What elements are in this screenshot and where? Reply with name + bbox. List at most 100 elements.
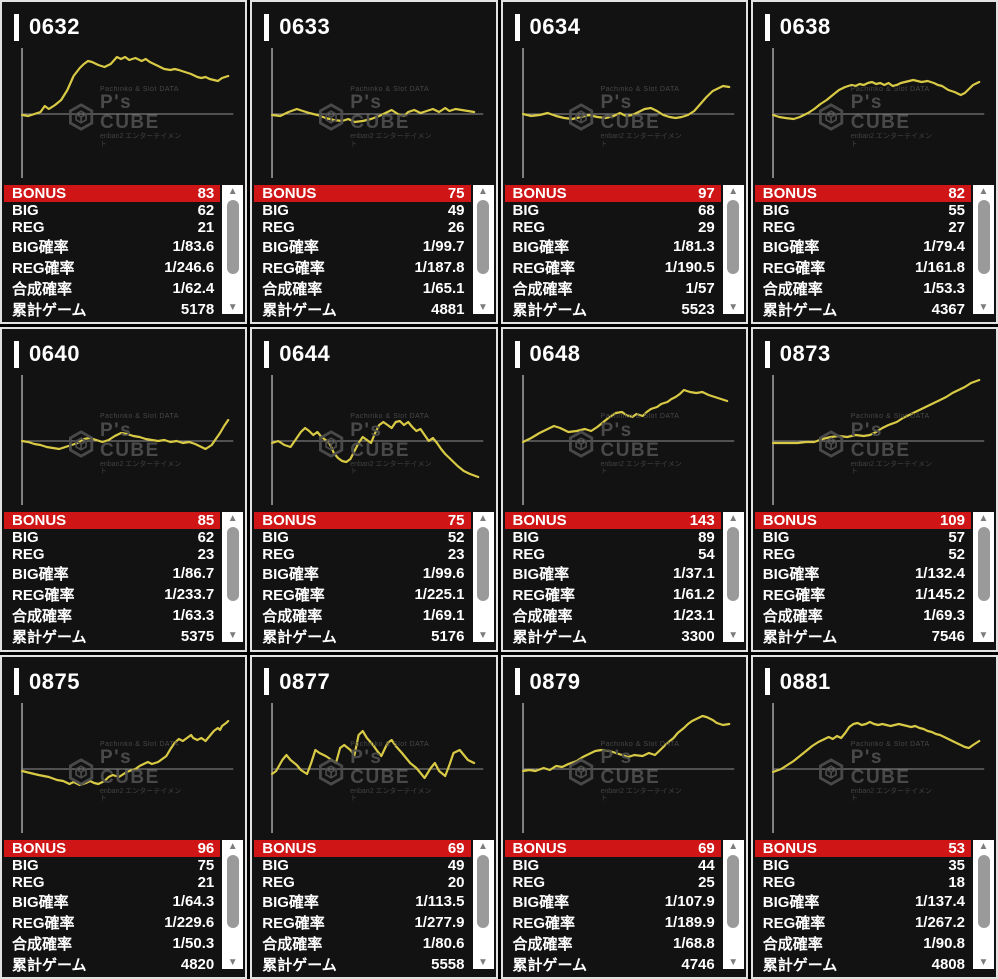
- scroll-track[interactable]: [473, 524, 494, 629]
- stat-row: BIG 68: [505, 202, 721, 219]
- stat-label: BONUS: [262, 512, 317, 530]
- stat-label: 合成確率: [12, 608, 73, 626]
- scroll-up-icon[interactable]: ▲: [978, 186, 989, 197]
- scroll-up-icon[interactable]: ▲: [728, 840, 739, 852]
- stat-label: BIG確率: [262, 566, 319, 584]
- stat-row: 合成確率 1/90.8: [755, 933, 971, 954]
- stat-value: 21: [197, 873, 215, 891]
- scroll-thumb[interactable]: [477, 527, 489, 602]
- scroll-down-icon[interactable]: ▼: [728, 302, 739, 314]
- scroll-down-icon[interactable]: ▼: [227, 957, 238, 968]
- bonus-row: BONUS 75: [254, 185, 471, 202]
- scroll-down-icon[interactable]: ▼: [978, 957, 989, 968]
- scroll-down-icon[interactable]: ▼: [227, 629, 238, 641]
- stat-row: REG 26: [254, 219, 470, 236]
- scrollbar[interactable]: ▲ ▼: [472, 839, 494, 969]
- bonus-row: BONUS 97: [504, 185, 721, 202]
- stat-value: 143: [689, 512, 715, 530]
- scroll-down-icon[interactable]: ▼: [227, 302, 238, 314]
- stat-label: BIG: [12, 856, 39, 874]
- scrollbar[interactable]: ▲ ▼: [722, 839, 744, 969]
- scroll-thumb[interactable]: [727, 527, 740, 602]
- scroll-down-icon[interactable]: ▼: [478, 629, 488, 641]
- slump-line: [271, 106, 476, 124]
- stat-row: REG確率 1/229.6: [4, 912, 220, 933]
- stat-label: BIG: [262, 529, 289, 547]
- scroll-up-icon[interactable]: ▲: [728, 186, 739, 197]
- title-accent-bar: [14, 13, 19, 41]
- scroll-up-icon[interactable]: ▲: [227, 513, 238, 525]
- scroll-down-icon[interactable]: ▼: [478, 957, 488, 968]
- scroll-up-icon[interactable]: ▲: [478, 840, 488, 852]
- scroll-down-icon[interactable]: ▼: [728, 629, 739, 641]
- scrollbar[interactable]: ▲ ▼: [973, 185, 994, 315]
- stat-row: REG確率 1/61.2: [505, 584, 721, 605]
- scroll-thumb[interactable]: [977, 854, 990, 929]
- scroll-up-icon[interactable]: ▲: [478, 186, 488, 197]
- scroll-thumb[interactable]: [977, 200, 990, 274]
- stat-label: 累計ゲーム: [262, 956, 337, 974]
- scrollbar[interactable]: ▲ ▼: [222, 839, 244, 969]
- scroll-track[interactable]: [973, 524, 994, 629]
- scroll-thumb[interactable]: [977, 527, 990, 602]
- scroll-thumb[interactable]: [226, 200, 239, 274]
- scrollbar[interactable]: ▲ ▼: [973, 512, 994, 642]
- scroll-thumb[interactable]: [727, 854, 740, 929]
- stat-label: BONUS: [262, 185, 317, 202]
- scrollbar[interactable]: ▲ ▼: [472, 512, 494, 642]
- scroll-down-icon[interactable]: ▼: [478, 302, 488, 314]
- scroll-up-icon[interactable]: ▲: [978, 840, 989, 852]
- slump-line: [521, 714, 730, 772]
- stat-value: 44: [698, 856, 715, 874]
- scroll-thumb[interactable]: [226, 854, 239, 929]
- scrollbar[interactable]: ▲ ▼: [722, 512, 744, 642]
- scrollbar[interactable]: ▲ ▼: [973, 839, 994, 969]
- scroll-track[interactable]: [723, 197, 744, 302]
- stat-row: REG確率 1/189.9: [505, 912, 721, 933]
- stat-value: 5523: [681, 301, 715, 318]
- scrollbar[interactable]: ▲ ▼: [222, 512, 244, 642]
- stat-value: 35: [948, 856, 965, 874]
- scroll-up-icon[interactable]: ▲: [728, 513, 739, 525]
- panel-header: 0648: [503, 329, 746, 371]
- scroll-track[interactable]: [222, 524, 243, 629]
- bonus-row: BONUS 53: [754, 839, 971, 857]
- stat-value: 1/86.7: [172, 565, 215, 583]
- scroll-up-icon[interactable]: ▲: [978, 513, 989, 525]
- scroll-track[interactable]: [723, 524, 744, 629]
- scroll-track[interactable]: [222, 197, 243, 302]
- scroll-track[interactable]: [222, 852, 243, 957]
- scroll-thumb[interactable]: [477, 200, 489, 274]
- machine-number: 0644: [279, 341, 331, 367]
- stat-row: BIG確率 1/99.7: [254, 236, 470, 257]
- scrollbar[interactable]: ▲ ▼: [222, 185, 244, 315]
- scroll-up-icon[interactable]: ▲: [227, 186, 238, 197]
- scroll-track[interactable]: [973, 852, 994, 957]
- stat-row: REG 21: [4, 874, 220, 891]
- stat-value: 1/246.6: [164, 259, 215, 276]
- scrollbar[interactable]: ▲ ▼: [472, 185, 494, 315]
- stat-row: BIG 44: [505, 857, 721, 874]
- scroll-up-icon[interactable]: ▲: [227, 840, 238, 852]
- scroll-thumb[interactable]: [477, 854, 489, 929]
- stat-label: BIG: [762, 856, 790, 874]
- scroll-track[interactable]: [473, 852, 494, 957]
- stat-value: 69: [698, 839, 715, 857]
- scroll-track[interactable]: [723, 852, 744, 957]
- stat-label: BIG: [262, 856, 289, 874]
- panel-header: 0879: [503, 657, 746, 699]
- machine-panel: 0638 Pachinko & Slot DATA P's CUBE enban…: [750, 0, 998, 325]
- stat-value: 1/61.2: [673, 586, 715, 604]
- stat-value: 1/69.3: [923, 607, 965, 625]
- scroll-down-icon[interactable]: ▼: [978, 302, 989, 314]
- scroll-up-icon[interactable]: ▲: [478, 513, 488, 525]
- stat-row: 合成確率 1/69.3: [755, 605, 971, 626]
- scroll-track[interactable]: [973, 197, 994, 302]
- scroll-down-icon[interactable]: ▼: [978, 629, 989, 641]
- scroll-down-icon[interactable]: ▼: [728, 957, 739, 968]
- stat-row: BIG 57: [755, 529, 971, 546]
- scroll-thumb[interactable]: [727, 200, 740, 274]
- scrollbar[interactable]: ▲ ▼: [722, 185, 744, 315]
- scroll-thumb[interactable]: [226, 527, 239, 602]
- scroll-track[interactable]: [473, 197, 494, 302]
